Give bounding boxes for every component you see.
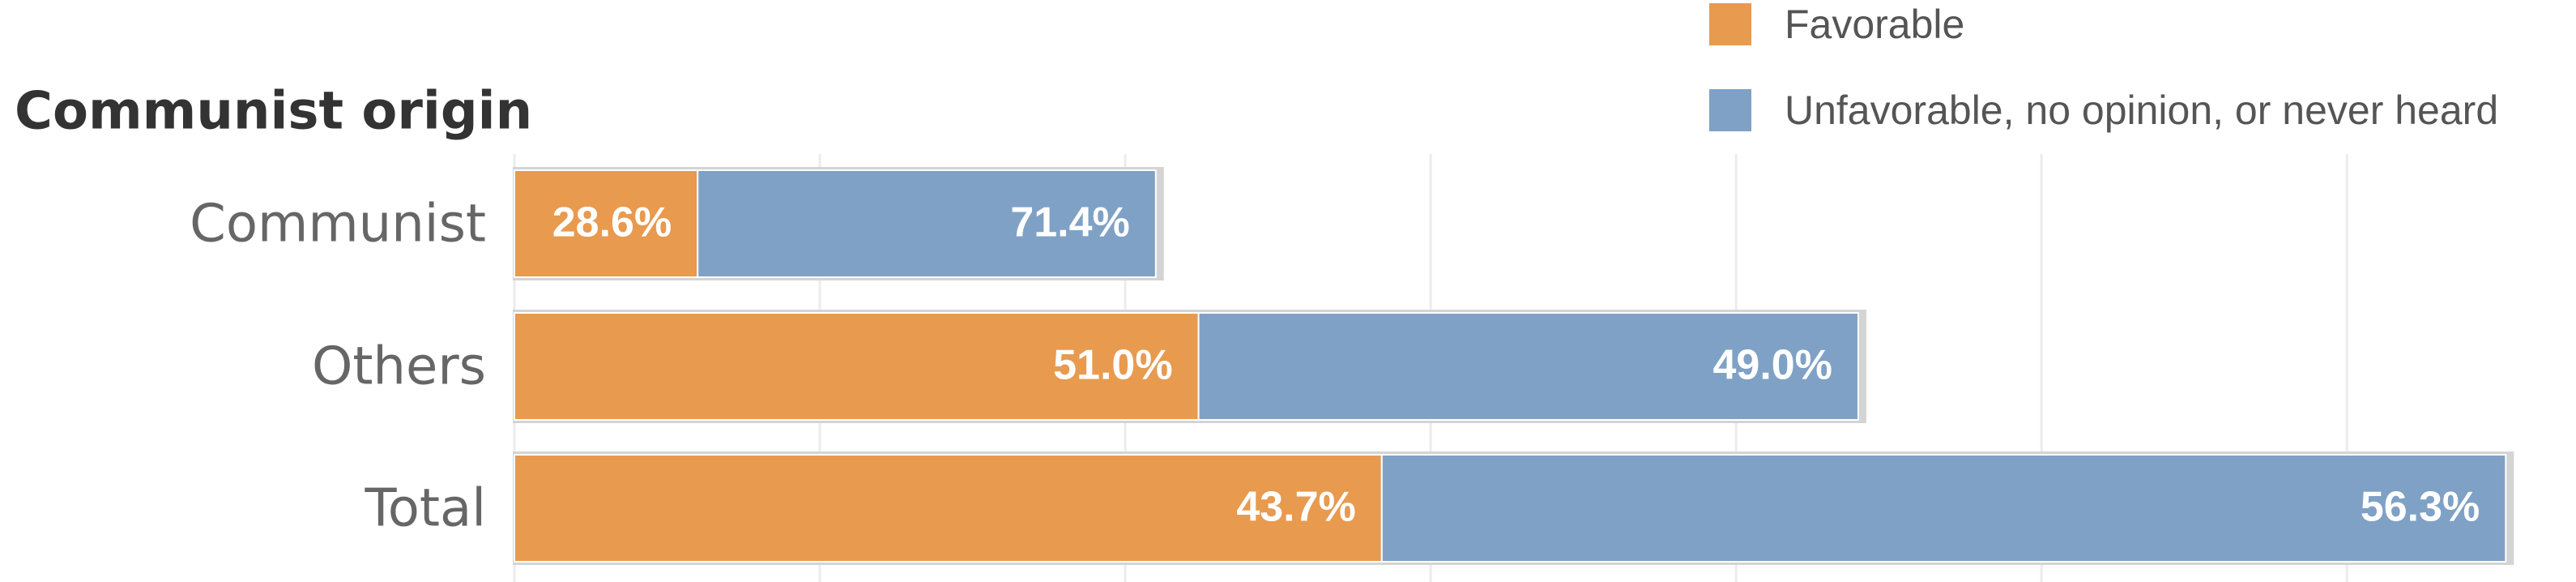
y-tick-label: Total (365, 479, 486, 539)
bar-segment (514, 312, 1200, 421)
bar-segment (1197, 312, 1859, 421)
data-label: 51.0% (1053, 342, 1172, 389)
data-label: 49.0% (1713, 342, 1832, 389)
bar-segment (514, 454, 1383, 563)
data-label: 56.3% (2361, 484, 2480, 531)
y-tick-label: Communist (190, 195, 486, 255)
data-label: 43.7% (1236, 484, 1355, 531)
data-label: 71.4% (1010, 199, 1129, 246)
bar-segment (697, 169, 1157, 278)
y-tick-label: Others (312, 337, 486, 397)
legend-label: Unfavorable, no opinion, or never heard (1785, 88, 2498, 133)
legend-swatch (1709, 89, 1751, 131)
legend-label: Favorable (1785, 2, 1964, 47)
bar-segment (1380, 454, 2507, 563)
data-label: 28.6% (552, 199, 672, 246)
legend-swatch (1709, 3, 1751, 45)
chart-title: Communist origin (15, 82, 532, 142)
